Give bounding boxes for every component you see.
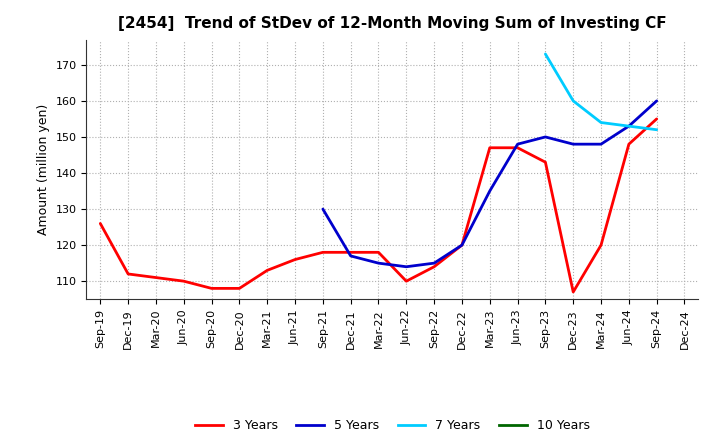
3 Years [485,145,494,150]
3 Years [652,116,661,121]
5 Years [652,98,661,103]
5 Years [430,260,438,266]
5 Years [458,242,467,248]
3 Years [374,249,383,255]
3 Years [207,286,216,291]
Line: 7 Years: 7 Years [546,54,657,130]
3 Years [402,279,410,284]
3 Years [152,275,161,280]
5 Years [485,188,494,194]
3 Years [263,268,271,273]
5 Years [374,260,383,266]
5 Years [513,142,522,147]
Legend: 3 Years, 5 Years, 7 Years, 10 Years: 3 Years, 5 Years, 7 Years, 10 Years [190,414,595,437]
3 Years [541,160,550,165]
3 Years [430,264,438,269]
7 Years [597,120,606,125]
5 Years [402,264,410,269]
5 Years [597,142,606,147]
3 Years [235,286,243,291]
3 Years [124,271,132,277]
3 Years [318,249,327,255]
3 Years [96,221,104,226]
3 Years [569,290,577,295]
3 Years [597,242,606,248]
3 Years [346,249,355,255]
5 Years [346,253,355,259]
3 Years [624,142,633,147]
5 Years [318,206,327,212]
5 Years [541,134,550,139]
3 Years [179,279,188,284]
Line: 3 Years: 3 Years [100,119,657,292]
7 Years [569,98,577,103]
5 Years [569,142,577,147]
7 Years [652,127,661,132]
3 Years [291,257,300,262]
Y-axis label: Amount (million yen): Amount (million yen) [37,104,50,235]
7 Years [541,51,550,57]
7 Years [624,124,633,129]
Title: [2454]  Trend of StDev of 12-Month Moving Sum of Investing CF: [2454] Trend of StDev of 12-Month Moving… [118,16,667,32]
Line: 5 Years: 5 Years [323,101,657,267]
3 Years [513,145,522,150]
3 Years [458,242,467,248]
5 Years [624,124,633,129]
